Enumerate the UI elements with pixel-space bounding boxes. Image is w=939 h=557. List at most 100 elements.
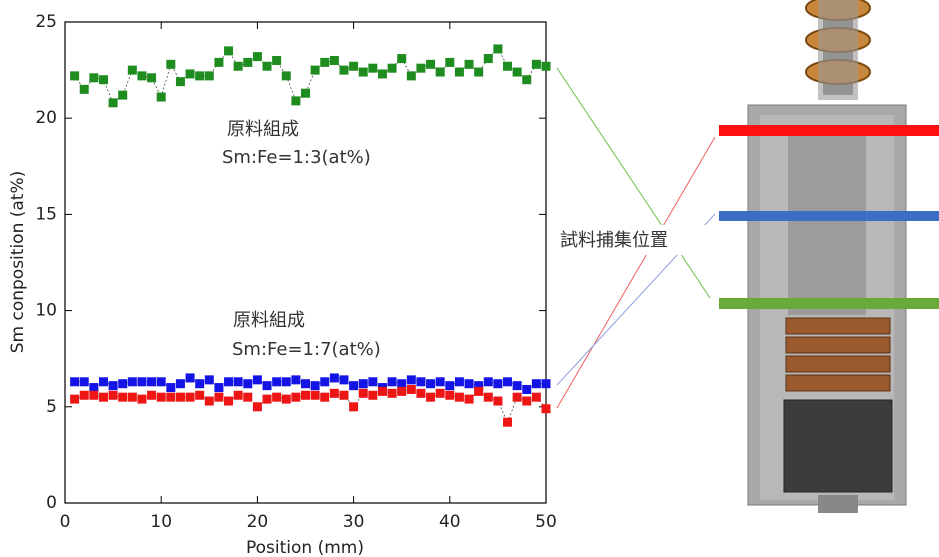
marker — [214, 57, 224, 67]
marker — [387, 63, 397, 73]
crucible — [783, 399, 893, 493]
marker — [377, 386, 387, 396]
marker — [474, 67, 484, 77]
marker — [493, 396, 503, 406]
marker — [204, 71, 214, 81]
marker — [175, 379, 185, 389]
marker — [445, 381, 455, 391]
marker — [397, 379, 407, 389]
marker — [474, 386, 484, 396]
marker — [310, 65, 320, 75]
marker — [464, 59, 474, 69]
x-tick-label: 20 — [247, 512, 269, 532]
marker — [166, 392, 176, 402]
annotation: 原料組成 — [233, 310, 305, 331]
marker — [127, 377, 137, 387]
marker — [406, 375, 416, 385]
blue-position — [719, 211, 939, 221]
marker — [493, 379, 503, 389]
marker — [531, 379, 541, 389]
marker — [522, 396, 532, 406]
annotation: 原料組成 — [227, 119, 299, 140]
marker — [233, 390, 243, 400]
marker — [339, 390, 349, 400]
marker — [98, 392, 108, 402]
marker — [512, 381, 522, 391]
marker — [98, 377, 108, 387]
marker — [185, 392, 195, 402]
marker — [483, 377, 493, 387]
marker — [156, 377, 166, 387]
marker — [454, 67, 464, 77]
marker — [147, 377, 157, 387]
marker — [108, 381, 118, 391]
y-axis-title: Sm conposition (at%) — [8, 171, 28, 354]
marker — [281, 71, 291, 81]
marker — [512, 392, 522, 402]
marker — [272, 55, 282, 65]
marker — [320, 377, 330, 387]
marker — [89, 390, 99, 400]
marker — [464, 379, 474, 389]
marker — [252, 402, 262, 412]
marker — [224, 377, 234, 387]
marker — [281, 394, 291, 404]
marker — [195, 71, 205, 81]
bricks — [785, 317, 891, 392]
marker — [291, 375, 301, 385]
marker — [349, 381, 359, 391]
marker — [320, 392, 330, 402]
marker — [541, 379, 551, 389]
marker — [464, 394, 474, 404]
annotation: Sm:Fe=1:7(at%) — [232, 339, 381, 360]
marker — [89, 383, 99, 393]
marker — [503, 377, 513, 387]
marker — [426, 379, 436, 389]
marker — [118, 392, 128, 402]
marker — [426, 59, 436, 69]
marker — [89, 73, 99, 83]
marker — [233, 377, 243, 387]
marker — [156, 392, 166, 402]
marker — [416, 388, 426, 398]
marker — [483, 392, 493, 402]
marker — [252, 52, 262, 62]
marker — [301, 390, 310, 400]
marker — [243, 57, 253, 67]
marker — [503, 417, 513, 427]
marker — [329, 373, 339, 383]
marker — [406, 71, 416, 81]
marker — [127, 392, 137, 402]
marker — [137, 71, 147, 81]
marker — [185, 69, 195, 79]
marker — [195, 390, 205, 400]
y-tick-label: 15 — [35, 204, 57, 224]
marker — [204, 396, 214, 406]
marker — [243, 379, 253, 389]
marker — [493, 44, 503, 54]
marker — [224, 46, 234, 56]
marker — [166, 383, 176, 393]
marker — [435, 377, 445, 387]
plot-frame — [64, 21, 547, 504]
marker — [252, 375, 262, 385]
marker — [98, 75, 108, 85]
x-tick-label: 30 — [343, 512, 365, 532]
marker — [503, 61, 513, 71]
marker — [262, 381, 272, 391]
marker — [224, 396, 234, 406]
marker — [522, 384, 532, 394]
marker — [175, 392, 185, 402]
marker — [368, 63, 378, 73]
marker — [127, 65, 137, 75]
marker — [108, 98, 118, 108]
y-tick-label: 10 — [35, 301, 57, 321]
marker — [301, 88, 310, 98]
marker — [387, 388, 397, 398]
marker — [397, 386, 407, 396]
marker — [310, 381, 320, 391]
marker — [262, 394, 272, 404]
marker — [474, 381, 484, 391]
marker — [368, 377, 378, 387]
